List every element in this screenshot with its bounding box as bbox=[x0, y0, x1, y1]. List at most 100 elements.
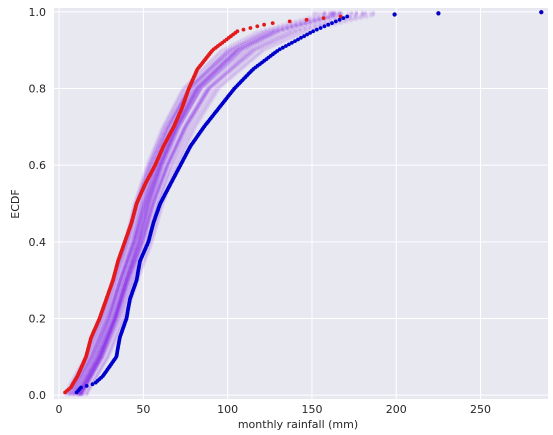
bootstrap-point bbox=[226, 76, 231, 81]
bootstrap-point bbox=[194, 106, 199, 111]
bootstrap-point bbox=[102, 352, 107, 356]
bootstrap-point bbox=[98, 350, 102, 355]
bootstrap-point bbox=[145, 226, 150, 230]
bootstrap-point bbox=[95, 362, 99, 367]
bootstrap-point bbox=[333, 13, 337, 17]
bootstrap-point bbox=[187, 101, 191, 106]
bootstrap-point bbox=[185, 104, 190, 108]
bootstrap-point bbox=[109, 336, 113, 341]
bootstrap-point bbox=[199, 110, 204, 114]
bootstrap-point bbox=[198, 112, 202, 117]
bootstrap-point bbox=[121, 306, 125, 311]
bootstrap-point bbox=[108, 323, 113, 327]
bootstrap-point bbox=[91, 371, 95, 375]
bootstrap-point bbox=[222, 80, 226, 84]
bootstrap-point bbox=[113, 308, 117, 313]
bootstrap-point bbox=[149, 213, 153, 217]
bootstrap-point bbox=[115, 316, 120, 320]
bootstrap-point bbox=[174, 156, 179, 161]
bootstrap-point bbox=[295, 23, 299, 28]
bootstrap-point bbox=[140, 243, 145, 247]
bootstrap-point bbox=[125, 294, 129, 299]
bootstrap-point bbox=[184, 136, 189, 140]
bootstrap-point bbox=[286, 37, 291, 41]
bootstrap-point bbox=[131, 269, 135, 274]
bootstrap-point bbox=[120, 285, 125, 289]
bootstrap-point bbox=[210, 93, 214, 97]
bootstrap-point bbox=[129, 258, 133, 263]
bootstrap-point bbox=[123, 299, 128, 303]
bootstrap-point bbox=[268, 32, 273, 36]
bootstrap-point bbox=[157, 186, 162, 191]
bootstrap-point bbox=[295, 33, 299, 37]
bootstrap-point bbox=[118, 290, 123, 295]
bootstrap-point bbox=[111, 331, 115, 336]
bootstrap-point bbox=[194, 118, 198, 122]
bootstrap-point bbox=[208, 95, 213, 100]
bootstrap-point bbox=[181, 111, 186, 115]
bootstrap-point bbox=[150, 207, 155, 211]
bootstrap-point bbox=[120, 307, 125, 312]
bootstrap-point bbox=[186, 131, 191, 136]
bootstrap-point bbox=[209, 94, 213, 99]
bootstrap-point bbox=[89, 373, 93, 378]
bootstrap-point bbox=[130, 253, 135, 258]
bootstrap-point bbox=[161, 175, 166, 180]
bootstrap-point bbox=[122, 304, 126, 308]
bootstrap-point bbox=[123, 293, 127, 297]
bootstrap-point bbox=[149, 210, 154, 215]
bootstrap-point bbox=[105, 346, 109, 350]
bootstrap-point bbox=[134, 244, 138, 248]
bootstrap-point bbox=[117, 294, 122, 299]
bootstrap-point bbox=[249, 57, 254, 61]
bootstrap-point bbox=[92, 362, 96, 367]
bootstrap-point bbox=[92, 368, 97, 373]
bootstrap-point bbox=[136, 237, 140, 241]
bootstrap-point bbox=[136, 253, 141, 258]
bootstrap-point bbox=[161, 177, 165, 181]
bootstrap-point bbox=[122, 302, 127, 307]
bootstrap-point bbox=[118, 308, 122, 313]
bootstrap-point bbox=[132, 275, 136, 280]
bootstrap-point bbox=[371, 11, 376, 16]
bootstrap-point bbox=[138, 226, 143, 230]
bootstrap-point bbox=[165, 178, 170, 182]
bootstrap-point bbox=[110, 332, 115, 337]
bootstrap-point bbox=[107, 337, 111, 342]
bootstrap-point bbox=[152, 180, 156, 185]
bootstrap-point bbox=[216, 66, 220, 71]
bootstrap-point bbox=[106, 329, 110, 333]
bootstrap-point bbox=[199, 82, 204, 87]
bootstrap-point bbox=[102, 338, 107, 343]
bootstrap-point bbox=[193, 108, 197, 113]
bootstrap-point bbox=[117, 295, 121, 300]
bootstrap-point bbox=[241, 64, 245, 69]
bootstrap-point bbox=[107, 336, 112, 341]
bootstrap-point bbox=[130, 254, 134, 259]
bootstrap-point bbox=[88, 374, 93, 379]
bootstrap-point bbox=[216, 84, 220, 89]
bootstrap-point bbox=[147, 219, 152, 223]
bootstrap-point bbox=[108, 335, 112, 339]
bootstrap-point bbox=[143, 207, 148, 211]
bootstrap-point bbox=[126, 267, 130, 271]
bootstrap-point bbox=[111, 325, 116, 330]
bootstrap-point bbox=[179, 147, 183, 151]
bootstrap-point bbox=[122, 277, 127, 282]
bootstrap-point bbox=[144, 203, 149, 208]
bootstrap-point bbox=[86, 379, 90, 384]
bootstrap-point bbox=[145, 199, 150, 204]
bootstrap-point bbox=[180, 146, 184, 150]
bootstrap-point bbox=[99, 348, 103, 353]
bootstrap-point bbox=[190, 124, 195, 128]
bootstrap-point bbox=[217, 65, 222, 70]
bootstrap-point bbox=[123, 292, 127, 296]
bootstrap-point bbox=[177, 150, 182, 155]
bootstrap-point bbox=[113, 310, 117, 314]
bootstrap-point bbox=[171, 164, 175, 168]
bootstrap-point bbox=[112, 323, 117, 327]
bootstrap-point bbox=[161, 155, 165, 160]
bootstrap-point bbox=[87, 377, 92, 381]
bootstrap-point bbox=[344, 20, 348, 24]
bootstrap-point bbox=[179, 116, 183, 120]
